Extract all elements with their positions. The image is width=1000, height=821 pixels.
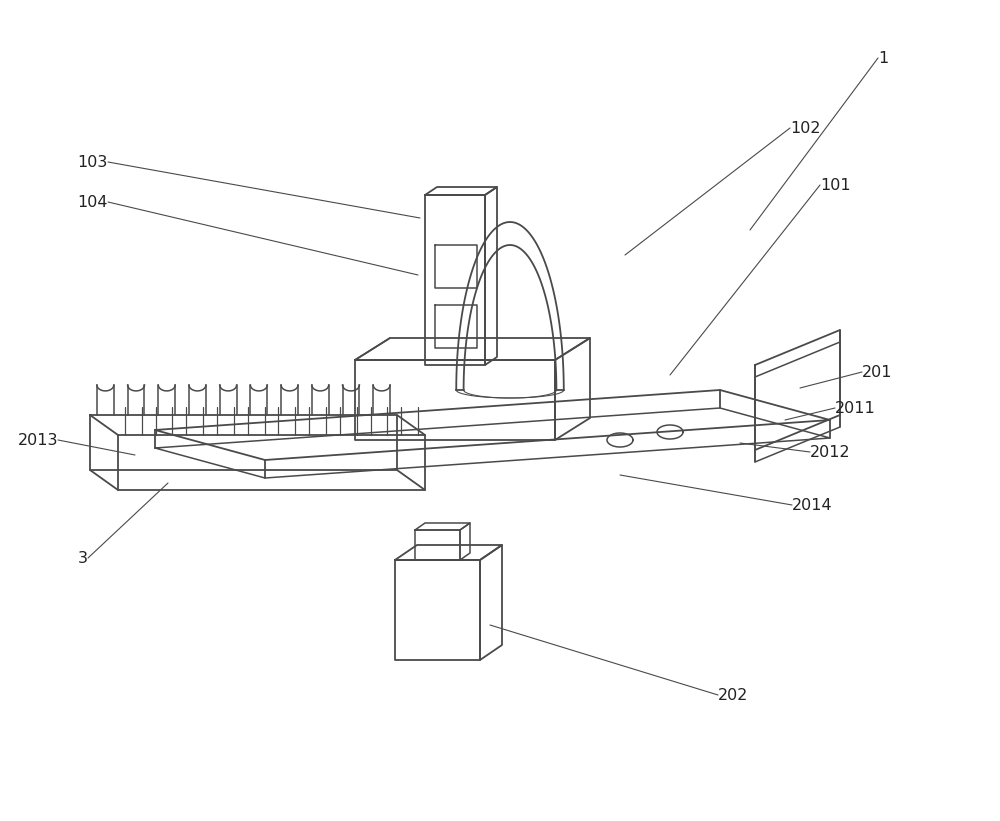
Text: 202: 202 bbox=[718, 687, 748, 703]
Text: 2014: 2014 bbox=[792, 498, 833, 512]
Text: 3: 3 bbox=[78, 551, 88, 566]
Text: 101: 101 bbox=[820, 177, 851, 192]
Text: 104: 104 bbox=[78, 195, 108, 209]
Text: 201: 201 bbox=[862, 365, 893, 379]
Text: 2013: 2013 bbox=[18, 433, 58, 447]
Text: 1: 1 bbox=[878, 51, 888, 66]
Text: 2011: 2011 bbox=[835, 401, 876, 415]
Text: 2012: 2012 bbox=[810, 444, 851, 460]
Text: 102: 102 bbox=[790, 121, 820, 135]
Text: 103: 103 bbox=[78, 154, 108, 169]
